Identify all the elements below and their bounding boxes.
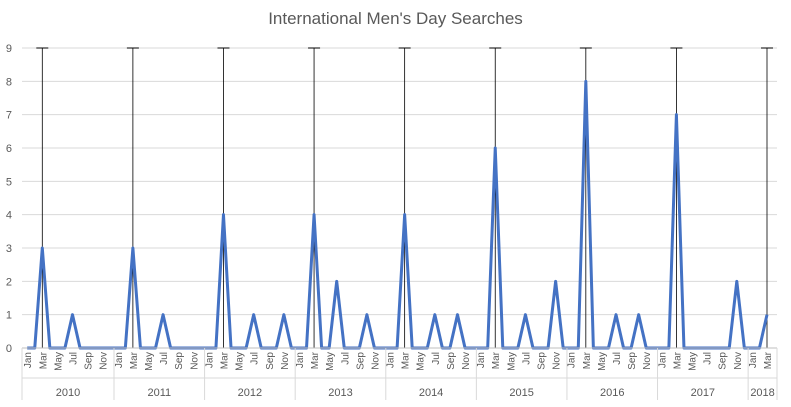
x-year-label: 2010 bbox=[56, 387, 80, 399]
x-tick-label: Nov bbox=[552, 352, 563, 370]
y-tick-label: 3 bbox=[6, 243, 12, 255]
x-tick-label: Jan bbox=[476, 352, 487, 368]
x-tick-label: May bbox=[506, 352, 517, 371]
x-year-label: 2017 bbox=[691, 387, 715, 399]
y-tick-label: 5 bbox=[6, 176, 12, 188]
x-tick-label: Jan bbox=[295, 352, 306, 368]
x-tick-label: Nov bbox=[370, 352, 381, 370]
x-tick-label: Jul bbox=[340, 352, 351, 365]
x-tick-label: Sep bbox=[355, 352, 366, 370]
x-tick-label: Jan bbox=[748, 352, 759, 368]
x-tick-label: Jul bbox=[250, 352, 261, 365]
x-tick-label: Mar bbox=[582, 351, 593, 369]
x-tick-label: Mar bbox=[763, 351, 774, 369]
x-year-label: 2011 bbox=[147, 387, 171, 399]
x-tick-label: Mar bbox=[491, 351, 502, 369]
x-tick-label: Jan bbox=[204, 352, 215, 368]
x-tick-label: Mar bbox=[401, 351, 412, 369]
x-tick-label: Jul bbox=[703, 352, 714, 365]
x-tick-label: Nov bbox=[733, 352, 744, 370]
x-tick-label: Jul bbox=[431, 352, 442, 365]
x-tick-label: Jan bbox=[567, 352, 578, 368]
x-tick-label: Nov bbox=[189, 352, 200, 370]
x-year-label: 2014 bbox=[419, 387, 443, 399]
x-tick-label: Jan bbox=[657, 352, 668, 368]
y-tick-label: 8 bbox=[6, 76, 12, 88]
x-tick-label: Nov bbox=[461, 352, 472, 370]
x-tick-label: May bbox=[235, 352, 246, 371]
x-tick-label: May bbox=[416, 352, 427, 371]
x-tick-label: May bbox=[597, 352, 608, 371]
y-tick-label: 7 bbox=[6, 110, 12, 122]
x-tick-label: Jul bbox=[159, 352, 170, 365]
x-tick-label: Nov bbox=[99, 352, 110, 370]
x-year-label: 2018 bbox=[750, 387, 774, 399]
x-year-label: 2015 bbox=[509, 387, 533, 399]
x-tick-label: May bbox=[688, 352, 699, 371]
x-tick-label: Sep bbox=[537, 352, 548, 370]
x-tick-label: Sep bbox=[446, 352, 457, 370]
y-tick-label: 2 bbox=[6, 276, 12, 288]
chart-title: International Men's Day Searches bbox=[268, 9, 523, 28]
x-tick-label: Jan bbox=[23, 352, 34, 368]
x-year-label: 2013 bbox=[328, 387, 352, 399]
x-tick-label: Nov bbox=[280, 352, 291, 370]
x-tick-label: Sep bbox=[627, 352, 638, 370]
x-year-label: 2012 bbox=[238, 387, 262, 399]
x-year-label: 2016 bbox=[600, 387, 624, 399]
y-tick-label: 1 bbox=[6, 310, 12, 322]
x-tick-label: Nov bbox=[642, 352, 653, 370]
x-tick-label: Jan bbox=[386, 352, 397, 368]
x-tick-label: Mar bbox=[219, 351, 230, 369]
x-tick-label: Mar bbox=[672, 351, 683, 369]
y-tick-label: 4 bbox=[6, 210, 12, 222]
x-tick-label: May bbox=[325, 352, 336, 371]
x-tick-label: Jul bbox=[68, 352, 79, 365]
y-tick-label: 0 bbox=[6, 343, 12, 355]
y-tick-label: 9 bbox=[6, 43, 12, 55]
x-tick-label: May bbox=[144, 352, 155, 371]
x-tick-label: Jul bbox=[612, 352, 623, 365]
x-tick-label: Mar bbox=[38, 351, 49, 369]
x-tick-label: Sep bbox=[84, 352, 95, 370]
x-tick-label: May bbox=[53, 352, 64, 371]
x-tick-label: Mar bbox=[310, 351, 321, 369]
x-tick-label: Jul bbox=[521, 352, 532, 365]
x-tick-label: Sep bbox=[265, 352, 276, 370]
x-tick-label: Sep bbox=[718, 352, 729, 370]
x-tick-label: Mar bbox=[129, 351, 140, 369]
x-tick-label: Sep bbox=[174, 352, 185, 370]
x-tick-label: Jan bbox=[114, 352, 125, 368]
y-tick-label: 6 bbox=[6, 143, 12, 155]
